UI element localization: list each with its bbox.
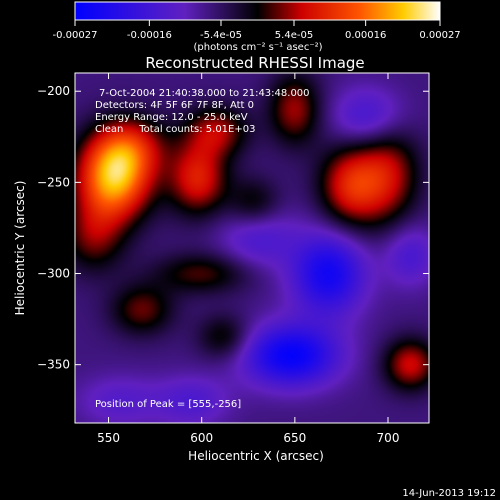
- heatmap-image: [75, 73, 429, 423]
- chart-title: Reconstructed RHESSI Image: [145, 54, 364, 72]
- y-tick-label: −350: [37, 358, 70, 372]
- y-tick-label: −300: [37, 267, 70, 281]
- y-axis-label: Heliocentric Y (arcsec): [13, 181, 27, 316]
- x-tick-label: 600: [190, 431, 213, 445]
- x-tick-label: 550: [97, 431, 120, 445]
- axis-ticks: 550 600 650 700 −200 −250 −300 −350: [37, 73, 429, 445]
- y-tick-label: −200: [37, 84, 70, 98]
- x-axis-label: Heliocentric X (arcsec): [188, 449, 324, 463]
- colorbar-tick-label: -0.00027: [53, 30, 98, 41]
- y-tick-label: −250: [37, 175, 70, 189]
- colorbar-tick-label: -5.4e-05: [200, 30, 242, 41]
- annotation-detectors: Detectors: 4F 5F 6F 7F 8F, Att 0: [95, 100, 254, 111]
- colorbar-unit-label: (photons cm⁻² s⁻¹ asec⁻²): [193, 42, 322, 53]
- plot-frame: [74, 72, 430, 424]
- x-tick-label: 700: [377, 431, 400, 445]
- annotation-energy-range: Energy Range: 12.0 - 25.0 keV: [95, 112, 248, 123]
- colorbar-tick-label: -0.00016: [127, 30, 172, 41]
- footer-timestamp: 14-Jun-2013 19:12: [402, 488, 496, 499]
- x-tick-label: 650: [283, 431, 306, 445]
- colorbar-tick-label: 0.00016: [345, 30, 386, 41]
- colorbar-tick-label: 5.4e-05: [275, 30, 313, 41]
- colorbar-ticks: -0.00027 -0.00016 -5.4e-05 5.4e-05 0.00016 0.…: [53, 20, 461, 41]
- peak-position-label: Position of Peak = [555,-256]: [95, 399, 241, 410]
- colorbar: [74, 1, 441, 21]
- annotation-time-range: 7-Oct-2004 21:40:38.000 to 21:43:48.000: [99, 88, 310, 99]
- colorbar-tick-label: 0.00027: [419, 30, 460, 41]
- annotation-clean-counts: Clean Total counts: 5.01E+03: [95, 124, 255, 135]
